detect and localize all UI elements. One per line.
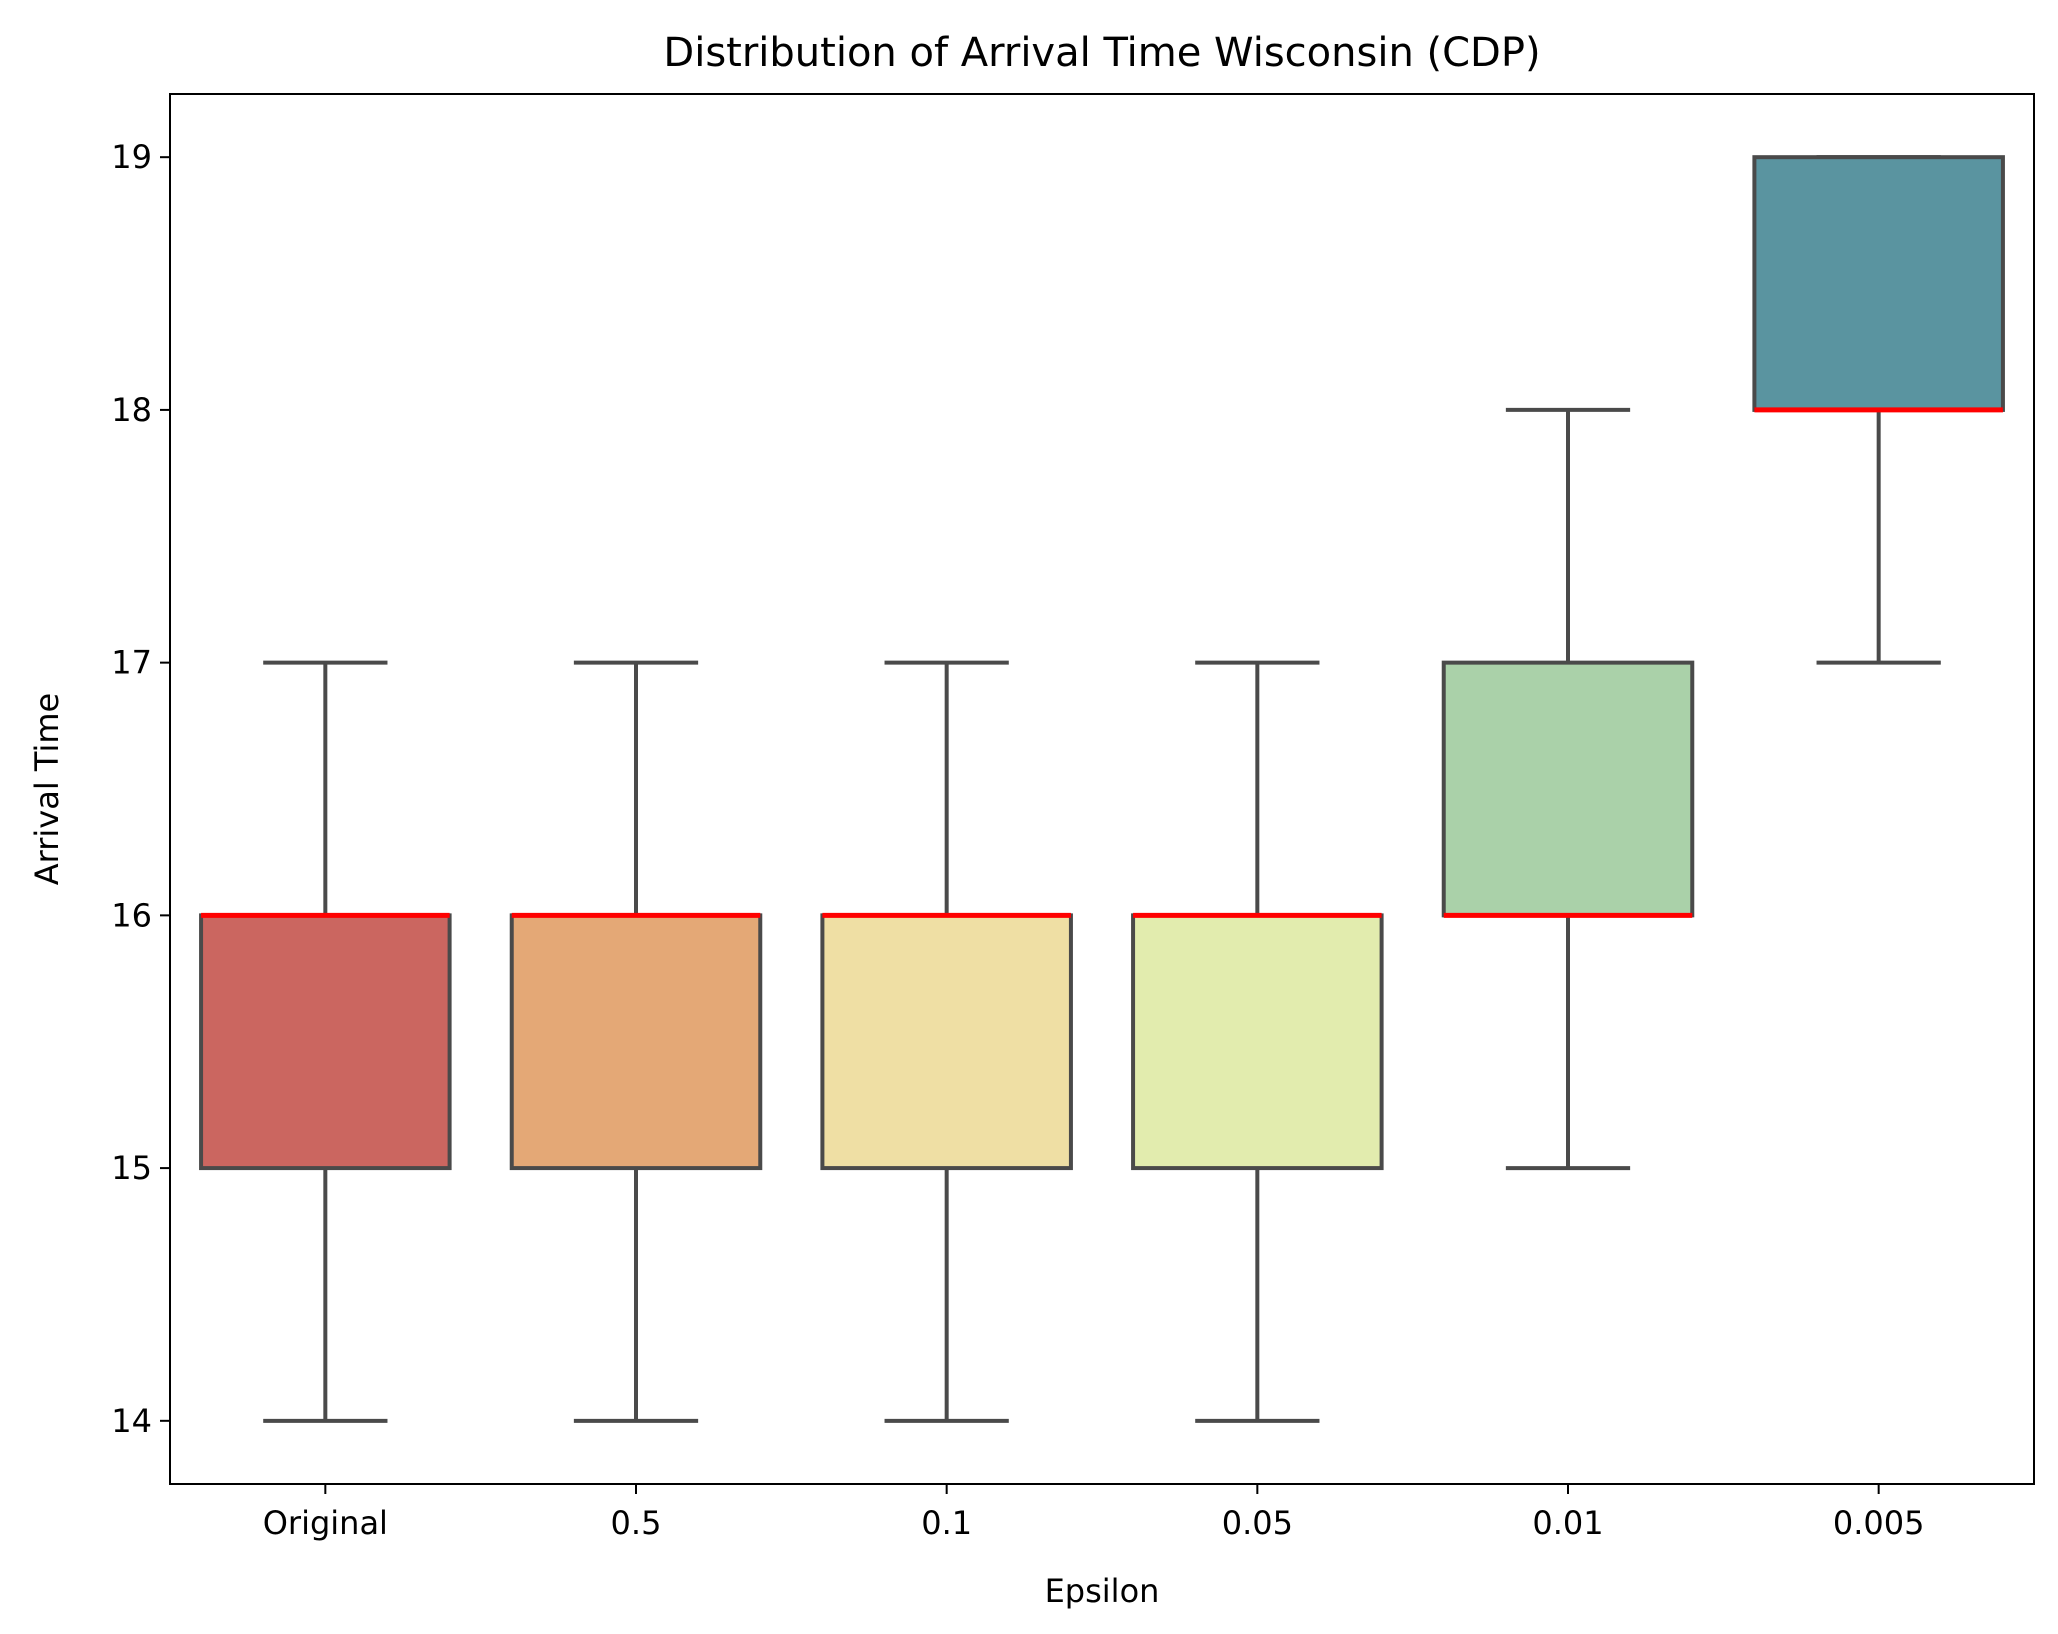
x-tick-label: Original <box>263 1504 388 1542</box>
plot-area <box>170 94 2034 1484</box>
box-iqr <box>199 913 452 1171</box>
x-axis-label: Epsilon <box>1045 1572 1160 1610</box>
box-group-1 <box>509 660 763 1423</box>
box-group-2 <box>820 660 1073 1423</box>
y-tick-label: 14 <box>111 1402 152 1440</box>
box-iqr <box>1752 155 2005 412</box>
box-iqr <box>1441 660 1695 918</box>
box-group-4 <box>1441 407 1695 1171</box>
x-tick-label: 0.05 <box>1222 1504 1293 1542</box>
x-tick-label: 0.5 <box>611 1504 662 1542</box>
x-tick-label: 0.01 <box>1532 1504 1603 1542</box>
box-group-0 <box>199 660 452 1423</box>
plot-frame <box>169 93 2035 1485</box>
box-group-3 <box>1131 660 1384 1423</box>
y-tick-label: 19 <box>111 138 152 176</box>
y-axis-label: Arrival Time <box>28 693 66 885</box>
x-tick-label: 0.005 <box>1833 1504 1925 1542</box>
box-iqr <box>509 913 763 1171</box>
y-tick-label: 16 <box>111 896 152 934</box>
chart-title: Distribution of Arrival Time Wisconsin (… <box>663 30 1540 76</box>
y-tick-label: 18 <box>111 391 152 429</box>
x-tick-label: 0.1 <box>921 1504 972 1542</box>
y-tick-label: 17 <box>111 644 152 682</box>
box-iqr <box>820 913 1073 1171</box>
box-iqr <box>1131 913 1384 1171</box>
boxes-layer <box>199 155 2005 1423</box>
y-tick-label: 15 <box>111 1149 152 1187</box>
x-axis: Original 0.5 0.1 0.05 0.01 0.005 <box>263 1484 1925 1542</box>
box-group-5 <box>1752 155 2005 665</box>
y-axis: 14 15 16 17 18 19 <box>111 138 170 1440</box>
